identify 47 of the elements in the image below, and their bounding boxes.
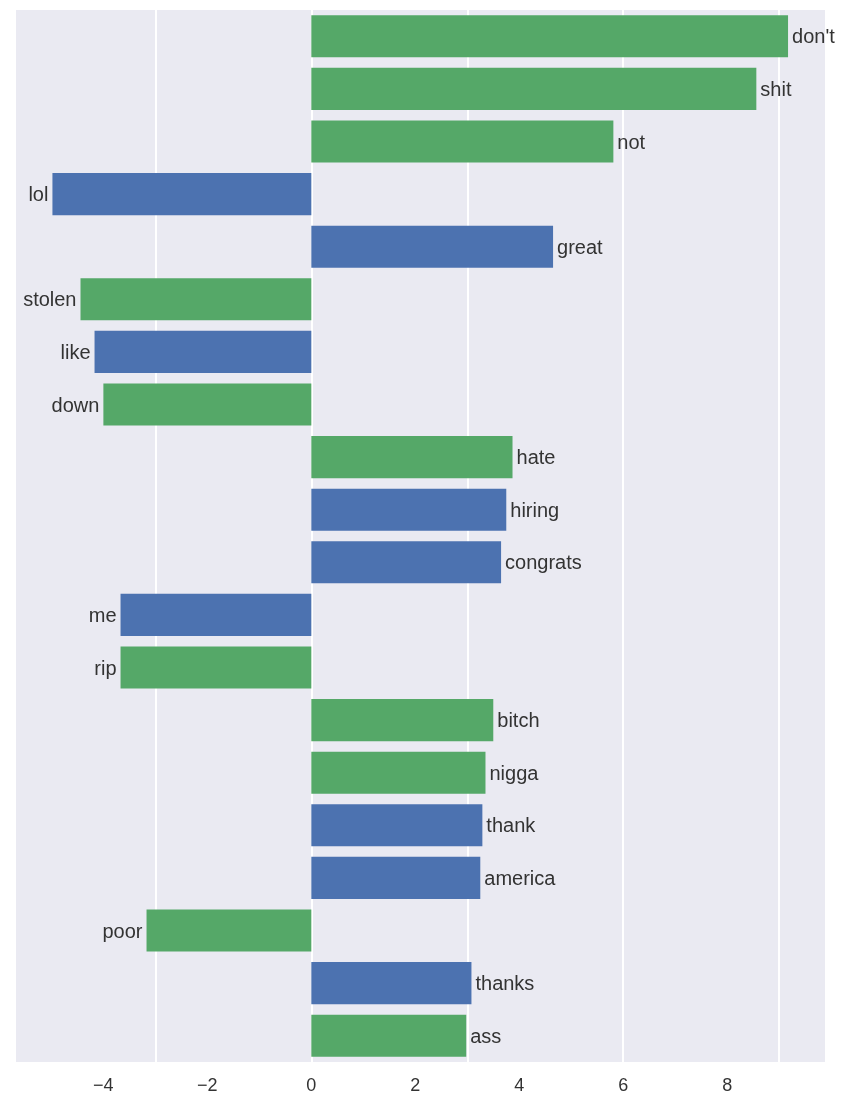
bar bbox=[311, 751, 486, 794]
bar bbox=[146, 909, 312, 952]
bar bbox=[311, 67, 757, 110]
x-tick-label: 2 bbox=[410, 1075, 421, 1095]
bar bbox=[94, 330, 312, 373]
y-tick-label: me bbox=[88, 603, 117, 626]
y-tick-label: like bbox=[60, 340, 91, 363]
bar bbox=[311, 541, 502, 584]
y-tick-label: great bbox=[557, 235, 604, 258]
y-tick-label: stolen bbox=[23, 288, 77, 311]
y-tick-label: ass bbox=[470, 1024, 502, 1047]
bar bbox=[311, 120, 614, 163]
bar bbox=[311, 804, 483, 847]
y-tick-label: not bbox=[617, 130, 646, 153]
x-tick-label: 8 bbox=[722, 1075, 733, 1095]
y-tick-label: don't bbox=[792, 25, 836, 48]
bar bbox=[120, 593, 312, 636]
y-tick-label: nigga bbox=[489, 761, 540, 784]
y-tick-label: america bbox=[484, 866, 557, 889]
x-tick-label: −2 bbox=[197, 1075, 218, 1095]
x-tick-label: 0 bbox=[306, 1075, 317, 1095]
bar bbox=[311, 1014, 467, 1057]
y-tick-label: shit bbox=[760, 77, 792, 100]
bar bbox=[311, 856, 481, 899]
bar bbox=[311, 488, 507, 531]
x-tick-label: 6 bbox=[618, 1075, 629, 1095]
y-tick-label: hiring bbox=[510, 498, 560, 521]
y-tick-label: lol bbox=[28, 183, 49, 206]
y-tick-label: thanks bbox=[475, 972, 535, 995]
y-tick-label: down bbox=[51, 393, 100, 416]
bar bbox=[311, 699, 494, 742]
y-tick-label: congrats bbox=[505, 551, 582, 574]
y-tick-label: rip bbox=[94, 656, 117, 679]
x-tick-label: −4 bbox=[93, 1075, 114, 1095]
bar bbox=[80, 278, 312, 321]
y-tick-label: hate bbox=[516, 446, 556, 469]
x-tick-label: 4 bbox=[514, 1075, 525, 1095]
bar bbox=[311, 15, 789, 58]
bar bbox=[311, 962, 472, 1005]
y-tick-label: poor bbox=[102, 919, 143, 942]
y-tick-label: bitch bbox=[497, 709, 540, 732]
bar bbox=[311, 225, 554, 268]
bar bbox=[103, 383, 312, 426]
bar bbox=[52, 173, 312, 216]
y-tick-label: thank bbox=[486, 814, 537, 837]
bar bbox=[311, 436, 513, 479]
bar bbox=[120, 646, 312, 689]
